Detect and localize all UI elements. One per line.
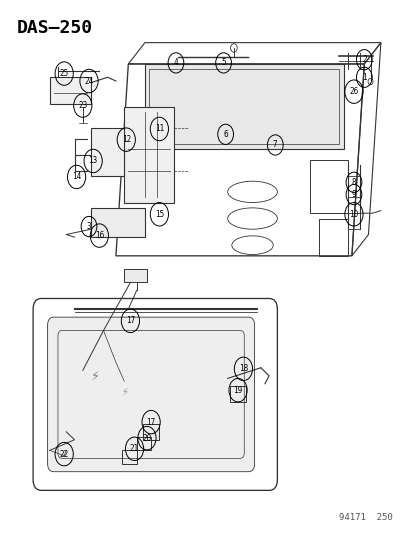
Text: 16: 16 <box>95 231 104 240</box>
Text: ⚡: ⚡ <box>90 369 100 382</box>
Text: 24: 24 <box>84 77 93 85</box>
Text: 15: 15 <box>154 210 164 219</box>
Bar <box>136 437 151 450</box>
Text: 22: 22 <box>59 450 69 458</box>
Text: 25: 25 <box>59 69 69 78</box>
Text: 94171  250: 94171 250 <box>339 513 392 522</box>
FancyBboxPatch shape <box>47 317 254 472</box>
Bar <box>310 160 347 213</box>
Text: 12: 12 <box>121 135 131 144</box>
Text: 13: 13 <box>88 157 97 165</box>
Text: 3: 3 <box>86 222 91 231</box>
Polygon shape <box>124 107 173 203</box>
Text: 7: 7 <box>272 141 277 149</box>
Bar <box>142 424 159 440</box>
Text: 9: 9 <box>351 190 356 199</box>
Text: 8: 8 <box>351 178 356 187</box>
Text: 18: 18 <box>238 365 247 373</box>
Text: ⚡: ⚡ <box>121 387 127 397</box>
Bar <box>229 386 246 402</box>
Bar <box>122 450 136 464</box>
Text: 19: 19 <box>233 386 242 394</box>
Text: 17: 17 <box>146 418 155 426</box>
Bar <box>318 219 347 256</box>
Polygon shape <box>91 128 124 176</box>
Text: DAS–250: DAS–250 <box>17 19 93 37</box>
Text: 11: 11 <box>154 125 164 133</box>
Text: 17: 17 <box>126 317 135 325</box>
Text: 10: 10 <box>349 210 358 219</box>
Polygon shape <box>145 64 343 149</box>
Text: 20: 20 <box>142 434 151 442</box>
Text: 5: 5 <box>221 59 225 67</box>
Text: 1: 1 <box>361 73 366 82</box>
Polygon shape <box>50 77 91 104</box>
Polygon shape <box>91 208 145 237</box>
Text: 2: 2 <box>361 55 366 64</box>
Text: 26: 26 <box>349 87 358 96</box>
Text: 6: 6 <box>223 130 228 139</box>
Bar <box>124 269 147 282</box>
Text: 23: 23 <box>78 101 87 110</box>
Text: 4: 4 <box>173 59 178 67</box>
Text: 14: 14 <box>72 173 81 181</box>
Text: 21: 21 <box>130 445 139 453</box>
